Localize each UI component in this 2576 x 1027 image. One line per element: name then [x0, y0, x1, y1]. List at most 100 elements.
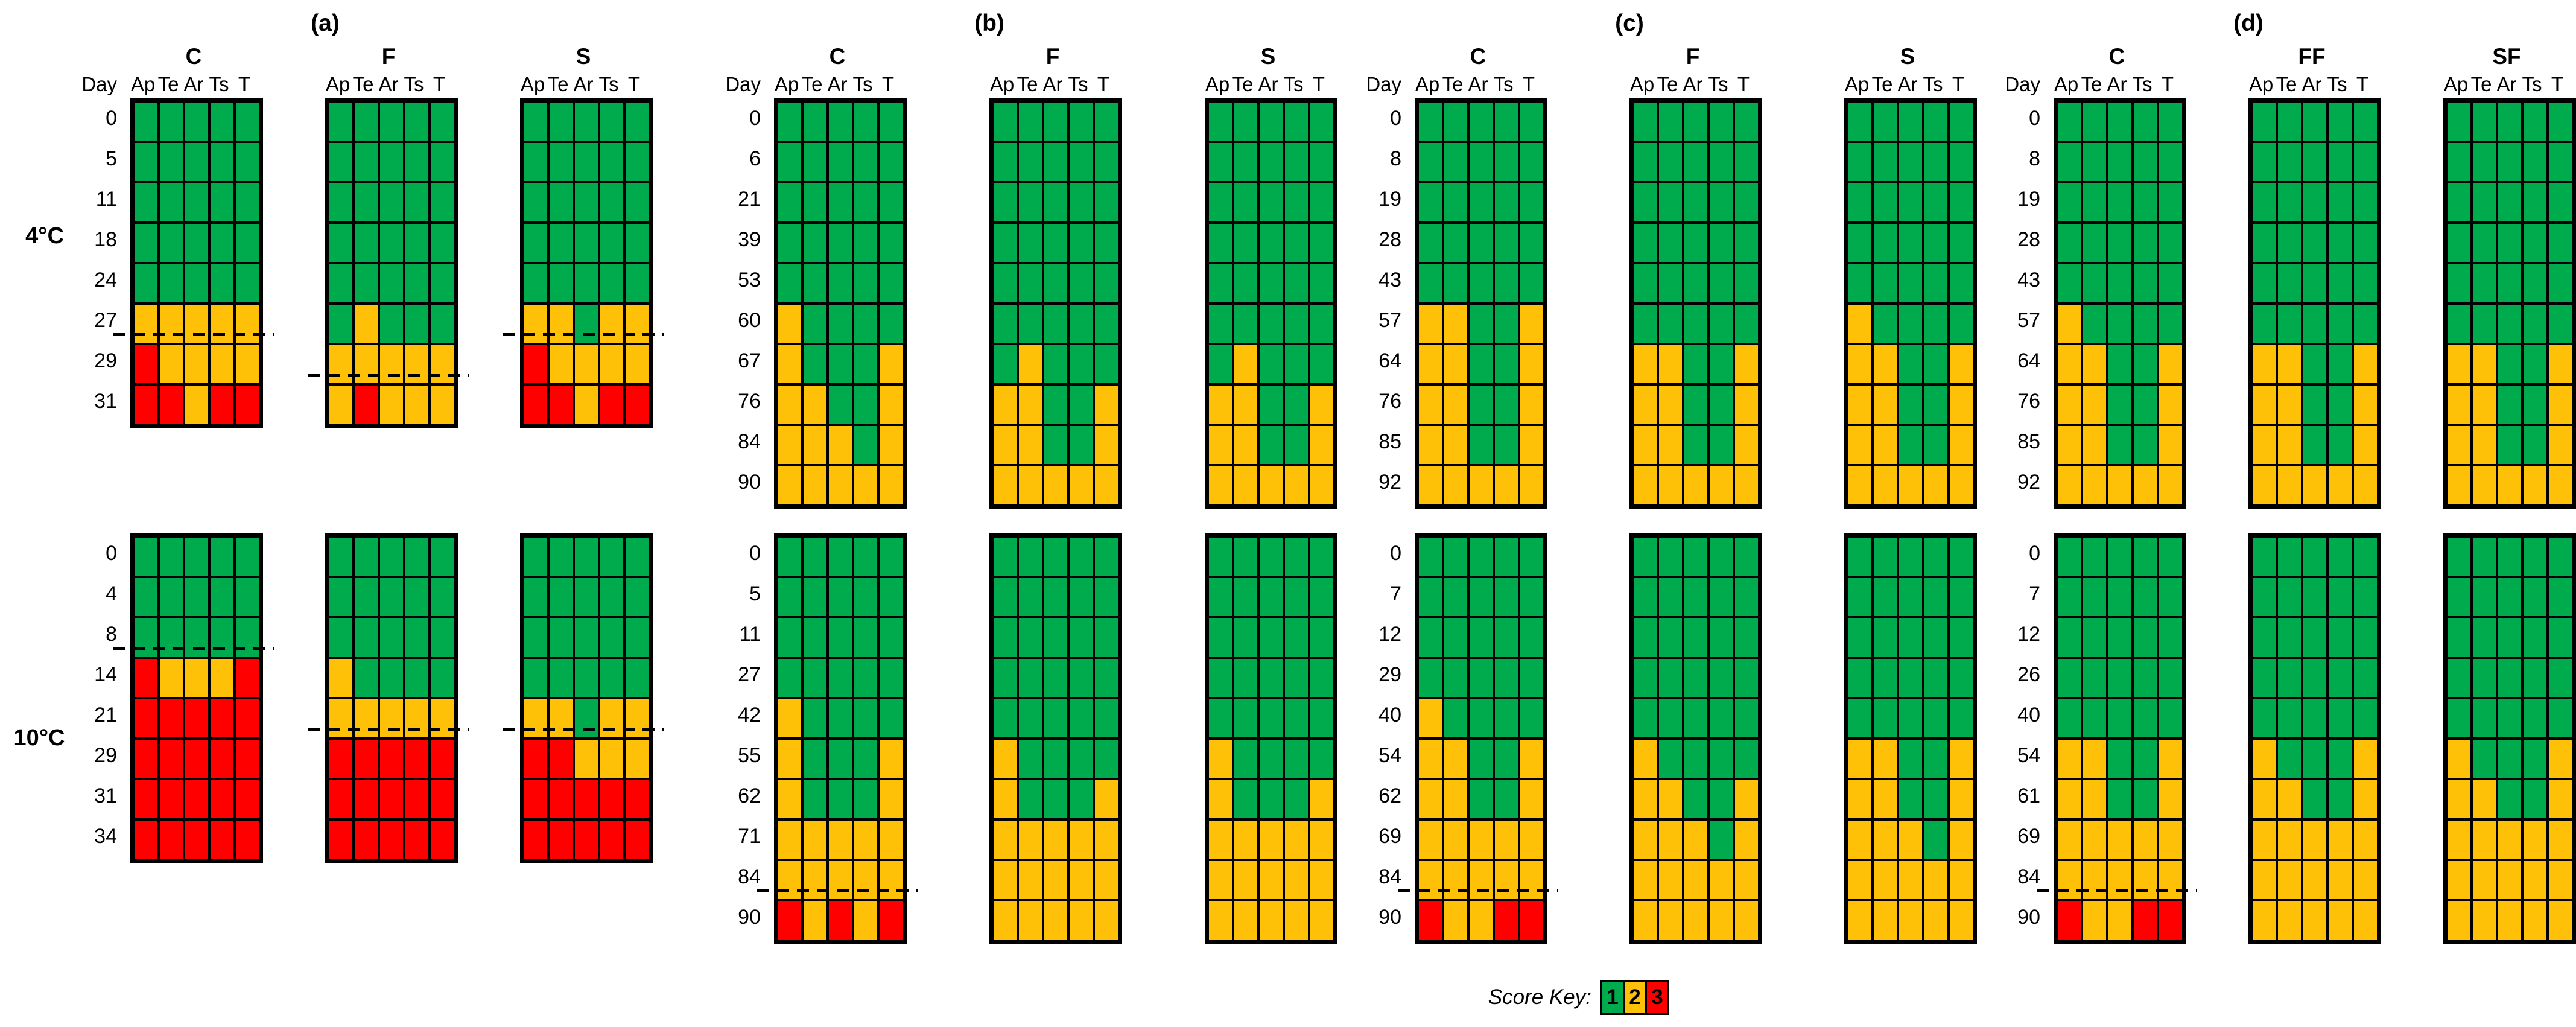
column-header-d-C-Te: Te	[2081, 73, 2102, 95]
score-cell-a-10c-C-d31-Ap	[133, 779, 159, 819]
score-cell-d-4c-C-d19-Ap	[2057, 182, 2082, 223]
score-cell-d-10c-FF-d7-Ap	[2251, 577, 2277, 617]
score-cell-c-4c-F-d19-T	[1734, 182, 1759, 223]
score-cell-b-4c-S-d53-Ts	[1284, 263, 1309, 304]
score-cell-d-4c-FF-d85-T	[2353, 425, 2378, 465]
score-cell-c-4c-F-d92-Ar	[1683, 465, 1708, 506]
score-cell-b-10c-S-d55-T	[1309, 739, 1334, 779]
score-cell-a-10c-S-d0-Ap	[523, 536, 548, 577]
score-cell-c-10c-S-d12-Ar	[1898, 617, 1923, 658]
score-cell-c-4c-S-d43-Ap	[1847, 263, 1873, 304]
score-cell-a-4c-C-d27-T	[235, 304, 260, 344]
score-cell-d-4c-FF-d28-Ap	[2251, 223, 2277, 263]
score-cell-d-4c-C-d19-Ar	[2107, 182, 2133, 223]
day-label-a-4c-5: 5	[106, 147, 117, 170]
day-label-a-4c-11: 11	[95, 188, 117, 211]
score-cell-b-4c-C-d21-Te	[802, 182, 828, 223]
score-cell-c-10c-F-d84-Te	[1658, 860, 1683, 900]
day-label-b-10c-84: 84	[738, 865, 761, 888]
score-cell-c-10c-F-d12-Ap	[1632, 617, 1658, 658]
score-cell-c-4c-F-d76-T	[1734, 384, 1759, 425]
score-cell-a-10c-C-d0-Te	[159, 536, 184, 577]
score-cell-b-10c-F-d71-Ap	[992, 819, 1018, 860]
score-cell-d-4c-FF-d85-Ts	[2327, 425, 2353, 465]
score-cell-d-10c-FF-d69-Te	[2277, 819, 2302, 860]
score-cell-c-4c-S-d28-Te	[1873, 223, 1898, 263]
score-cell-d-4c-FF-d19-T	[2353, 182, 2378, 223]
score-cell-a-10c-S-d34-Ar	[574, 819, 599, 860]
score-cell-a-4c-S-d24-Ap	[523, 263, 548, 304]
score-cell-c-4c-F-d0-T	[1734, 101, 1759, 142]
day-label-d-10c-84: 84	[2017, 865, 2040, 888]
score-cell-c-10c-C-d54-Ap	[1418, 739, 1443, 779]
score-cell-c-10c-C-d54-Te	[1443, 739, 1468, 779]
score-cell-b-10c-F-d42-Ar	[1043, 698, 1068, 739]
score-cell-b-10c-F-d84-T	[1094, 860, 1119, 900]
score-cell-d-10c-SF-d12-Ar	[2497, 617, 2522, 658]
score-cell-a-4c-C-d11-Ar	[184, 182, 209, 223]
score-cell-c-4c-F-d0-Ar	[1683, 101, 1708, 142]
score-cell-d-4c-FF-d0-T	[2353, 101, 2378, 142]
score-cell-d-4c-FF-d64-Te	[2277, 344, 2302, 384]
score-cell-b-4c-F-d84-Te	[1018, 425, 1043, 465]
score-cell-d-4c-SF-d43-T	[2548, 263, 2573, 304]
score-cell-b-10c-F-d90-Ar	[1043, 900, 1068, 941]
grid-title-c-S: S	[1900, 44, 1915, 69]
score-cell-c-10c-C-d40-Ap	[1418, 698, 1443, 739]
score-cell-b-4c-C-d6-Te	[802, 142, 828, 182]
score-cell-b-10c-S-d84-T	[1309, 860, 1334, 900]
score-cell-d-10c-FF-d12-T	[2353, 617, 2378, 658]
score-grid-d-10c-SF	[2443, 533, 2576, 944]
score-cell-b-4c-F-d39-Te	[1018, 223, 1043, 263]
score-cell-c-4c-S-d43-Ts	[1923, 263, 1949, 304]
score-cell-b-10c-C-d90-Ap	[777, 900, 802, 941]
score-cell-d-10c-FF-d7-Ts	[2327, 577, 2353, 617]
score-cell-d-4c-FF-d0-Ap	[2251, 101, 2277, 142]
score-cell-a-10c-F-d8-Ap	[328, 617, 354, 658]
day-label-b-10c-42: 42	[738, 704, 761, 727]
score-cell-a-4c-S-d27-Ts	[599, 304, 624, 344]
score-cell-b-10c-S-d42-Ar	[1258, 698, 1284, 739]
score-cell-a-4c-F-d0-Ap	[328, 101, 354, 142]
score-cell-c-4c-F-d8-Ap	[1632, 142, 1658, 182]
score-cell-b-4c-S-d6-Ar	[1258, 142, 1284, 182]
column-header-a-S-Ap: Ap	[520, 73, 545, 95]
score-cell-c-10c-F-d40-Ts	[1708, 698, 1734, 739]
score-cell-b-10c-F-d42-Ts	[1068, 698, 1094, 739]
score-cell-c-4c-F-d28-Ar	[1683, 223, 1708, 263]
score-cell-c-10c-S-d90-Ts	[1923, 900, 1949, 941]
score-cell-a-4c-S-d24-Te	[548, 263, 574, 304]
score-cell-b-10c-S-d90-T	[1309, 900, 1334, 941]
score-cell-b-4c-C-d53-Te	[802, 263, 828, 304]
day-label-c-4c-43: 43	[1378, 269, 1401, 291]
score-cell-a-4c-S-d31-Ap	[523, 384, 548, 425]
score-cell-c-10c-C-d40-Ts	[1494, 698, 1519, 739]
score-cell-a-10c-C-d0-Ar	[184, 536, 209, 577]
score-cell-c-10c-F-d12-Ts	[1708, 617, 1734, 658]
score-cell-c-4c-C-d8-Te	[1443, 142, 1468, 182]
score-cell-b-10c-F-d5-Ar	[1043, 577, 1068, 617]
score-cell-d-10c-C-d84-Ap	[2057, 860, 2082, 900]
score-cell-a-4c-F-d29-T	[430, 344, 455, 384]
score-cell-c-10c-F-d40-T	[1734, 698, 1759, 739]
score-cell-b-10c-F-d5-Ap	[992, 577, 1018, 617]
score-cell-d-4c-SF-d85-Te	[2472, 425, 2497, 465]
score-cell-b-10c-S-d62-Ap	[1208, 779, 1233, 819]
score-cell-b-4c-F-d76-Ap	[992, 384, 1018, 425]
column-header-c-C-Ap: Ap	[1415, 73, 1440, 95]
column-header-d-SF-Ts: Ts	[2522, 73, 2542, 95]
score-cell-c-10c-S-d84-Ap	[1847, 860, 1873, 900]
score-cell-d-4c-FF-d92-Ap	[2251, 465, 2277, 506]
score-cell-a-4c-F-d27-Te	[354, 304, 379, 344]
score-cell-b-4c-F-d6-Ar	[1043, 142, 1068, 182]
score-cell-c-4c-C-d19-Ts	[1494, 182, 1519, 223]
score-cell-a-10c-S-d8-Ar	[574, 617, 599, 658]
column-header-c-S-Te: Te	[1871, 73, 1893, 95]
score-cell-b-4c-C-d60-Ap	[777, 304, 802, 344]
score-cell-c-4c-F-d57-Ar	[1683, 304, 1708, 344]
score-cell-a-10c-S-d4-Te	[548, 577, 574, 617]
score-cell-a-4c-F-d31-T	[430, 384, 455, 425]
day-column-header-b: Day	[725, 73, 761, 95]
score-cell-c-4c-F-d0-Te	[1658, 101, 1683, 142]
score-cell-a-10c-F-d29-Ts	[404, 739, 430, 779]
